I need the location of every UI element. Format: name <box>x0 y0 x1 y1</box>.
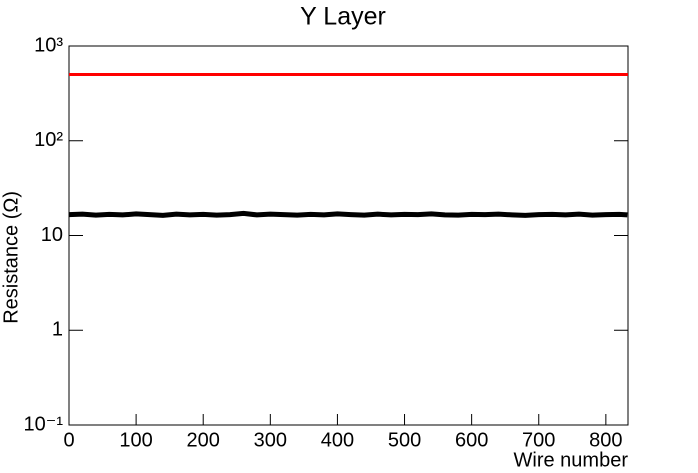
x-tick-label: 200 <box>187 429 220 451</box>
x-axis-label: Wire number <box>514 449 629 471</box>
y-tick-label: 10 <box>41 224 63 246</box>
y-tick-label: 1 <box>52 319 63 341</box>
x-tick-label: 800 <box>589 429 622 451</box>
y-tick-label: 10² <box>34 129 63 151</box>
x-tick-label: 500 <box>388 429 421 451</box>
x-tick-label: 700 <box>522 429 555 451</box>
y-tick-label: 10⁻¹ <box>24 413 64 435</box>
x-tick-label: 600 <box>455 429 488 451</box>
x-tick-label: 300 <box>254 429 287 451</box>
y-tick-label: 10³ <box>34 34 63 56</box>
data-line <box>68 210 628 218</box>
y-axis-label: Resistance (Ω) <box>0 191 22 324</box>
plot-frame <box>68 45 629 426</box>
x-tick-label: 100 <box>119 429 152 451</box>
x-tick-label: 400 <box>321 429 354 451</box>
chart-title: Y Layer <box>300 3 386 31</box>
x-tick-label: 0 <box>63 429 74 451</box>
